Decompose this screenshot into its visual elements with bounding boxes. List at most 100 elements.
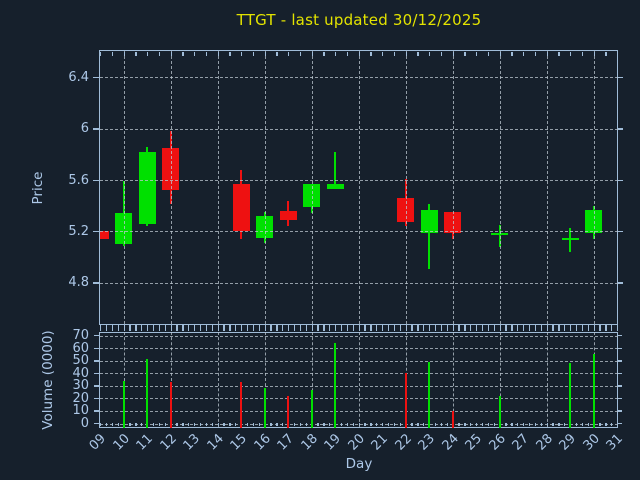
- minor-tick: [417, 325, 419, 328]
- minor-tick: [100, 325, 102, 328]
- day-gridline: [264, 51, 266, 324]
- minor-tick: [399, 325, 401, 328]
- minor-tick: [105, 325, 108, 328]
- minor-tick: [546, 52, 548, 56]
- minor-tick: [205, 422, 208, 426]
- minor-tick: [605, 52, 607, 56]
- minor-tick: [317, 325, 319, 328]
- minor-tick: [387, 325, 390, 328]
- minor-tick: [493, 325, 495, 328]
- minor-tick: [540, 325, 542, 328]
- minor-tick: [293, 328, 296, 331]
- minor-tick: [546, 422, 548, 426]
- minor-tick: [540, 328, 542, 331]
- volume-tick-right: [617, 372, 622, 375]
- minor-tick: [123, 325, 125, 328]
- minor-tick: [111, 325, 114, 328]
- day-gridline: [499, 51, 501, 324]
- minor-tick: [575, 325, 578, 328]
- volume-tick-label: 10: [72, 403, 89, 419]
- minor-tick: [170, 325, 172, 328]
- minor-tick: [405, 325, 407, 328]
- minor-tick: [599, 422, 601, 426]
- day-gridline: [264, 332, 266, 427]
- minor-tick: [246, 422, 249, 426]
- day-gridline: [593, 51, 595, 324]
- minor-tick: [152, 325, 155, 328]
- minor-tick: [305, 422, 307, 426]
- minor-tick: [511, 52, 513, 56]
- minor-tick: [499, 52, 501, 56]
- minor-tick: [370, 52, 372, 56]
- minor-tick: [417, 328, 419, 331]
- minor-tick: [411, 325, 413, 328]
- minor-tick: [476, 325, 478, 328]
- volume-bar-day-12: [169, 382, 172, 429]
- minor-tick: [123, 328, 125, 331]
- minor-tick: [470, 328, 472, 331]
- minor-tick: [617, 325, 619, 328]
- minor-tick: [370, 325, 372, 328]
- minor-tick: [182, 422, 184, 426]
- minor-tick: [199, 325, 202, 328]
- day-gridline: [217, 332, 219, 427]
- minor-tick: [276, 328, 278, 331]
- volume-bar-day-18: [310, 389, 313, 429]
- volume-bar-day-22: [404, 373, 407, 429]
- minor-tick: [470, 422, 472, 426]
- minor-tick: [434, 422, 437, 426]
- minor-tick: [505, 325, 507, 328]
- minor-tick: [434, 328, 437, 331]
- chart-title: TTGT - last updated 30/12/2025: [236, 11, 482, 29]
- minor-tick: [329, 422, 331, 426]
- volume-bar-day-23: [428, 361, 430, 429]
- minor-tick: [288, 328, 290, 331]
- minor-tick: [429, 328, 431, 331]
- minor-tick: [611, 422, 613, 426]
- minor-tick: [223, 325, 225, 328]
- minor-tick: [499, 325, 501, 328]
- volume-tick: [94, 347, 100, 349]
- minor-tick: [346, 52, 349, 56]
- minor-tick: [252, 422, 255, 426]
- minor-tick: [611, 325, 613, 328]
- volume-tick: [94, 372, 100, 375]
- minor-tick: [164, 325, 166, 328]
- minor-tick: [564, 328, 566, 331]
- minor-tick: [129, 422, 131, 426]
- minor-tick: [176, 422, 178, 426]
- minor-tick: [194, 325, 196, 328]
- minor-tick: [446, 328, 448, 331]
- minor-tick: [182, 52, 184, 56]
- minor-tick: [205, 325, 208, 328]
- minor-tick: [299, 328, 302, 331]
- minor-tick: [293, 422, 296, 426]
- minor-tick: [246, 325, 249, 328]
- minor-tick: [235, 325, 237, 328]
- minor-tick: [364, 328, 366, 331]
- minor-tick: [323, 328, 325, 331]
- minor-tick: [270, 325, 272, 328]
- price-tick-right: [617, 76, 623, 79]
- minor-tick: [411, 422, 413, 426]
- volume-tick: [94, 397, 100, 400]
- minor-tick: [558, 328, 560, 331]
- minor-tick: [293, 325, 296, 328]
- volume-tick-right: [617, 397, 622, 400]
- volume-bar-day-15: [240, 382, 242, 429]
- minor-tick: [129, 328, 131, 331]
- minor-tick: [170, 52, 172, 56]
- minor-tick: [464, 328, 466, 331]
- minor-tick: [617, 422, 619, 426]
- volume-tick-right: [617, 423, 622, 425]
- minor-tick: [546, 325, 548, 328]
- minor-tick: [141, 328, 143, 331]
- minor-tick: [611, 328, 613, 331]
- minor-tick: [305, 328, 307, 331]
- minor-tick: [534, 422, 537, 426]
- minor-tick: [147, 325, 149, 328]
- minor-tick: [235, 422, 237, 426]
- volume-bar-day-10: [122, 380, 125, 429]
- minor-tick: [564, 325, 566, 328]
- minor-tick: [188, 325, 190, 328]
